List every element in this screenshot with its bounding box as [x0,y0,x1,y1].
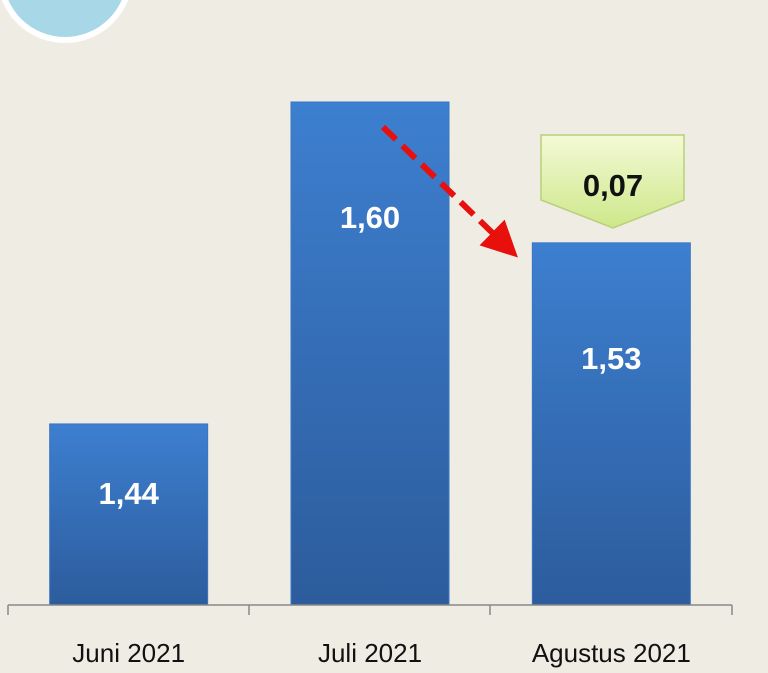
bar [49,423,209,606]
value-label: 1,44 [98,476,159,511]
annotation: 0,07 [583,168,643,203]
value-label: 1,53 [581,341,641,376]
value-label: 1,60 [340,200,400,235]
bars [49,101,691,606]
x-tick-label: Juni 2021 [72,638,185,668]
annotation-callout [540,134,685,229]
x-tick-label: Agustus 2021 [532,638,691,668]
trend-arrow [380,124,518,258]
bar [531,242,691,606]
corner-decoration [1,0,129,43]
bar [290,101,450,606]
x-tick-label: Juli 2021 [318,638,422,668]
